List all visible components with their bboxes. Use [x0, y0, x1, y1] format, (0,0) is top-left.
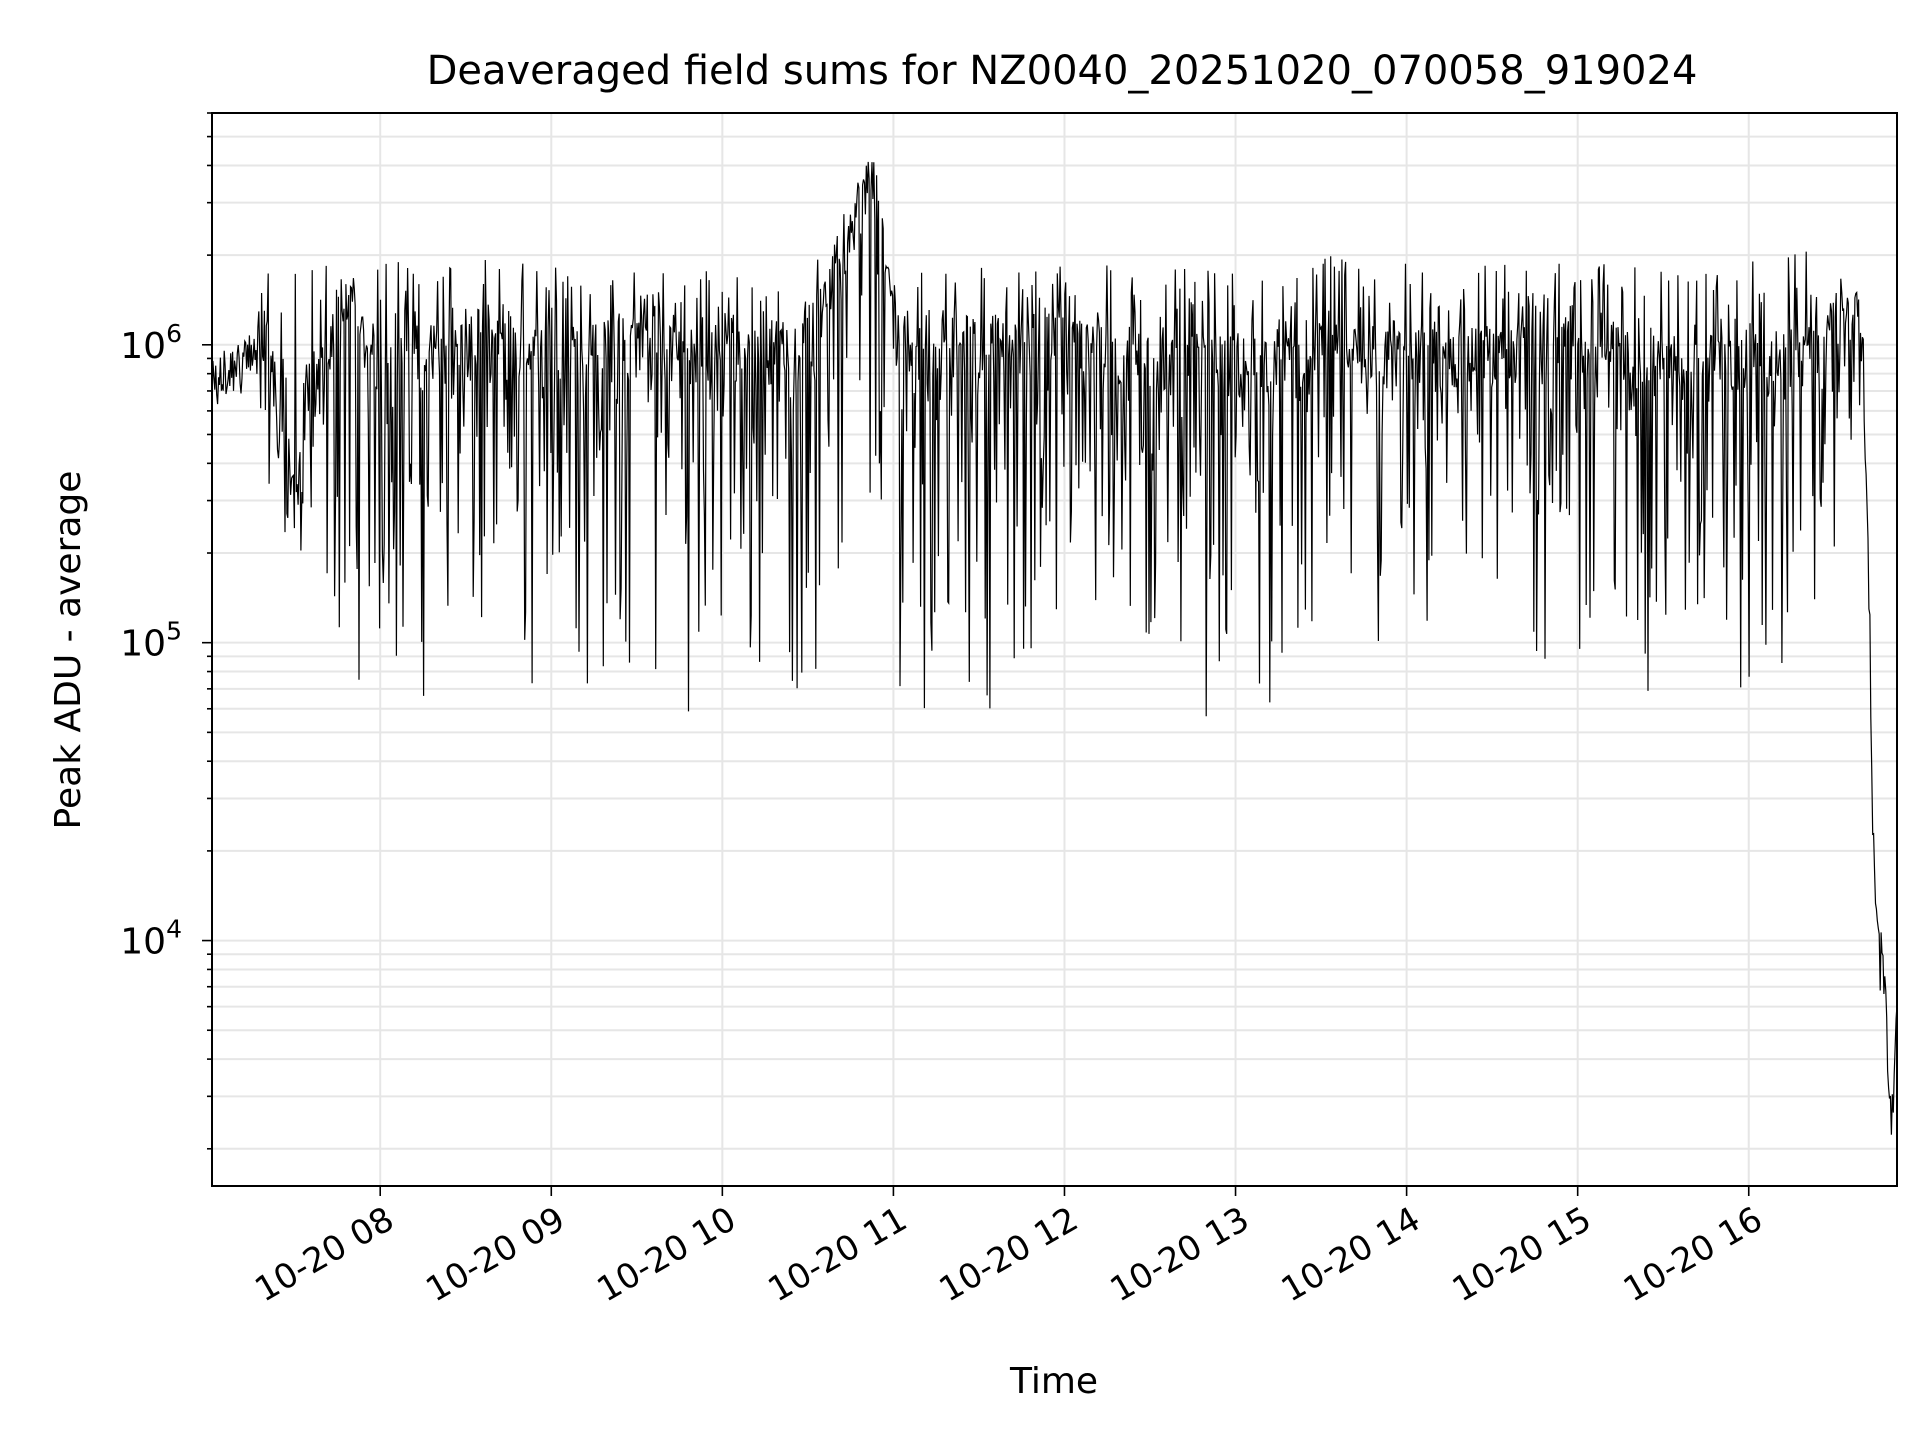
y-tick-label: 106 [120, 319, 182, 367]
y-tick-exponent: 5 [166, 617, 182, 646]
y-tick-base: 10 [120, 624, 166, 665]
y-tick-exponent: 4 [166, 915, 182, 944]
y-tick-label: 104 [120, 915, 182, 963]
y-tick-exponent: 6 [166, 319, 182, 348]
y-tick-base: 10 [120, 922, 166, 963]
x-axis-label: Time [1009, 1361, 1098, 1402]
y-tick-base: 10 [120, 326, 166, 367]
series-path [211, 161, 1898, 1135]
series-line [211, 161, 1898, 1135]
plot-frame [211, 112, 1898, 1187]
chart-title: Deaveraged field sums for NZ0040_2025102… [427, 48, 1698, 94]
y-axis-label: Peak ADU - average [48, 471, 89, 830]
y-tick-label: 105 [120, 617, 182, 665]
